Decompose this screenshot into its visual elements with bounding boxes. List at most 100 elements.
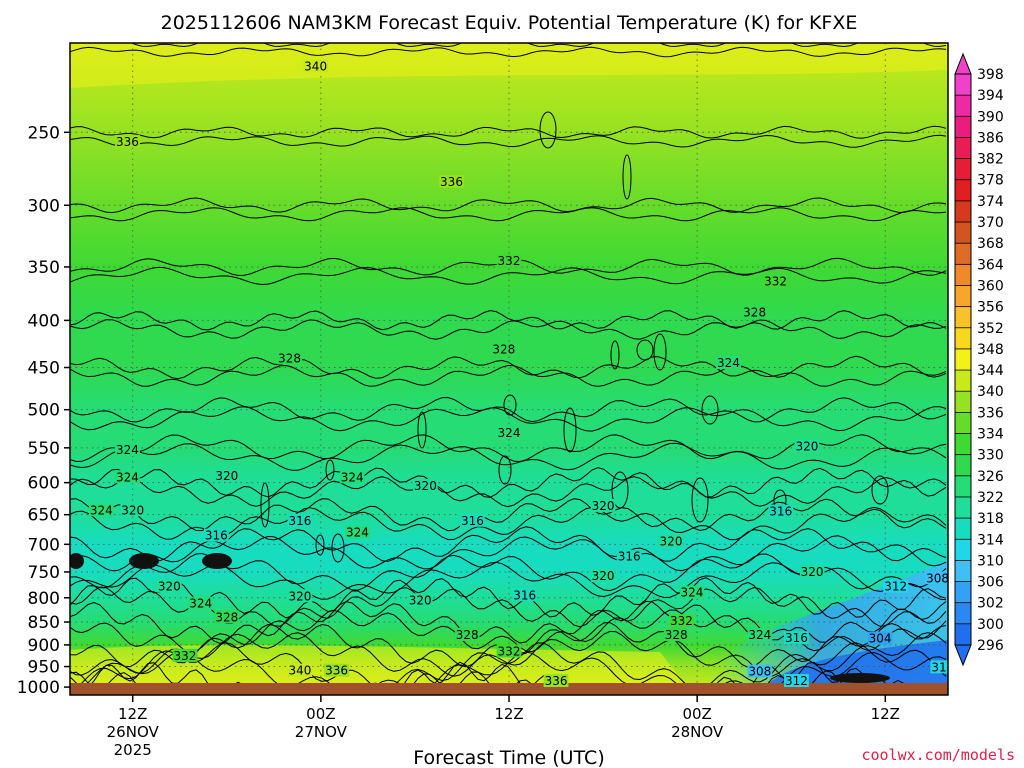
colorbar-swatch <box>955 348 971 371</box>
y-tick-label: 850 <box>28 613 60 633</box>
x-tick-label-year: 2025 <box>114 741 152 759</box>
colorbar-tick-label: 398 <box>977 67 1004 83</box>
colorbar-swatch <box>955 518 971 540</box>
contour-label: 324 <box>498 426 521 440</box>
contour-label-bg <box>512 588 538 602</box>
contour-line <box>70 600 947 644</box>
colorbar-tick-label: 310 <box>977 553 1004 569</box>
contour-label-bg <box>496 426 522 440</box>
x-tick-label-date: 26NOV <box>107 723 160 741</box>
contour-label-bg <box>663 628 689 642</box>
surface-warm-band <box>70 645 690 690</box>
contour-line <box>70 526 947 562</box>
contour-line <box>70 125 947 139</box>
contour-label: 340 <box>288 664 311 678</box>
y-tick-label: 350 <box>28 258 60 278</box>
colorbar-bottom-arrow <box>954 644 972 667</box>
y-tick-label: 550 <box>28 439 60 459</box>
contour-label: 312 <box>785 674 808 688</box>
contour-loop <box>622 154 632 200</box>
contour-label-bg <box>287 663 313 677</box>
colorbar-swatch <box>955 137 971 160</box>
colorbar-swatch <box>955 412 971 435</box>
contour-line <box>70 134 947 148</box>
x-tick-label-date: 27NOV <box>295 723 348 741</box>
contour-label: 332 <box>764 275 787 289</box>
contour-label: 320 <box>215 469 238 483</box>
y-tick-label: 900 <box>28 636 60 656</box>
colorbar-tick-label: 382 <box>977 152 1004 168</box>
contour-label: 324 <box>717 356 740 370</box>
contour-label: 324 <box>116 470 139 484</box>
contour-label: 320 <box>121 503 144 517</box>
colorbar-swatch <box>955 581 971 604</box>
contour-label-bg <box>747 664 773 678</box>
contour-label: 328 <box>492 342 515 356</box>
colorbar-top-arrow <box>954 52 972 75</box>
colorbar-tick-label: 386 <box>977 130 1004 146</box>
colorbar-swatch <box>955 391 971 413</box>
colorbar-swatch <box>955 539 971 561</box>
colorbar-swatch <box>955 370 971 392</box>
contour-loop <box>503 394 517 416</box>
contour-label: 316 <box>618 550 641 564</box>
contour-label-bg <box>679 585 705 599</box>
contour-line <box>70 467 947 498</box>
contour-label: 320 <box>801 565 824 579</box>
contour-label-bg <box>188 596 214 610</box>
contour-line <box>70 46 947 58</box>
contour-line <box>70 498 947 532</box>
colorbar-swatch <box>955 222 971 244</box>
contour-loop <box>315 534 325 556</box>
x-tick-label-time: 12Z <box>871 705 900 723</box>
x-tick-label-time: 12Z <box>118 705 147 723</box>
contour-label: 332 <box>174 649 197 663</box>
credit-text: coolwx.com/models <box>861 746 1015 764</box>
contour-label-bg <box>345 525 370 539</box>
contour-label: 340 <box>304 59 327 73</box>
contour-label-bg <box>590 569 616 583</box>
colorbar-tick-label: 334 <box>977 427 1004 443</box>
contour-line <box>70 319 947 340</box>
contour-label: 308 <box>748 665 771 679</box>
colorbar-tick-label: 360 <box>977 278 1004 294</box>
colorbar-swatch <box>955 200 971 223</box>
y-tick-label: 800 <box>28 589 60 609</box>
contour-label-bg <box>324 663 349 677</box>
contour-label-bg <box>747 628 773 642</box>
colorbar-tick-label: 370 <box>977 215 1004 231</box>
colorbar-tick-label: 356 <box>977 300 1004 316</box>
y-tick-label: 950 <box>28 658 60 678</box>
contour-label-bg <box>287 589 313 603</box>
contour-label: 320 <box>592 499 615 513</box>
contour-label: 328 <box>743 305 766 319</box>
contour-label-bg <box>784 674 809 688</box>
contour-label: 324 <box>90 503 113 517</box>
contour-line <box>70 406 947 432</box>
contour-label-bg <box>439 174 464 188</box>
y-tick-label: 500 <box>28 401 60 421</box>
contour-label-bg <box>412 478 438 492</box>
contour-label-bg <box>407 593 433 607</box>
colorbar-tick-label: 340 <box>977 384 1004 400</box>
colorbar-swatch <box>955 433 971 456</box>
colorbar-swatch <box>955 496 971 519</box>
contour-label-bg <box>669 614 694 628</box>
contour-label-bg <box>496 644 522 658</box>
colorbar-swatch <box>955 623 971 646</box>
contour-label: 332 <box>498 254 521 268</box>
contour-label: 324 <box>680 586 703 600</box>
y-tick-label: 450 <box>28 359 60 379</box>
contour-label: 316 <box>461 514 484 528</box>
contour-label-bg <box>496 254 522 268</box>
x-tick-label-date: 28NOV <box>671 723 724 741</box>
contour-label: 320 <box>409 593 432 607</box>
contour-label: 336 <box>440 175 463 189</box>
contour-label: 304 <box>869 632 892 646</box>
colorbar-tick-label: 344 <box>977 363 1004 379</box>
colorbar-tick-label: 348 <box>977 342 1004 358</box>
contour-label-bg <box>763 274 788 288</box>
contour-label: 316 <box>769 505 792 519</box>
dark-contour-blobs <box>70 553 890 683</box>
colorbar-tick-label: 374 <box>977 194 1004 210</box>
